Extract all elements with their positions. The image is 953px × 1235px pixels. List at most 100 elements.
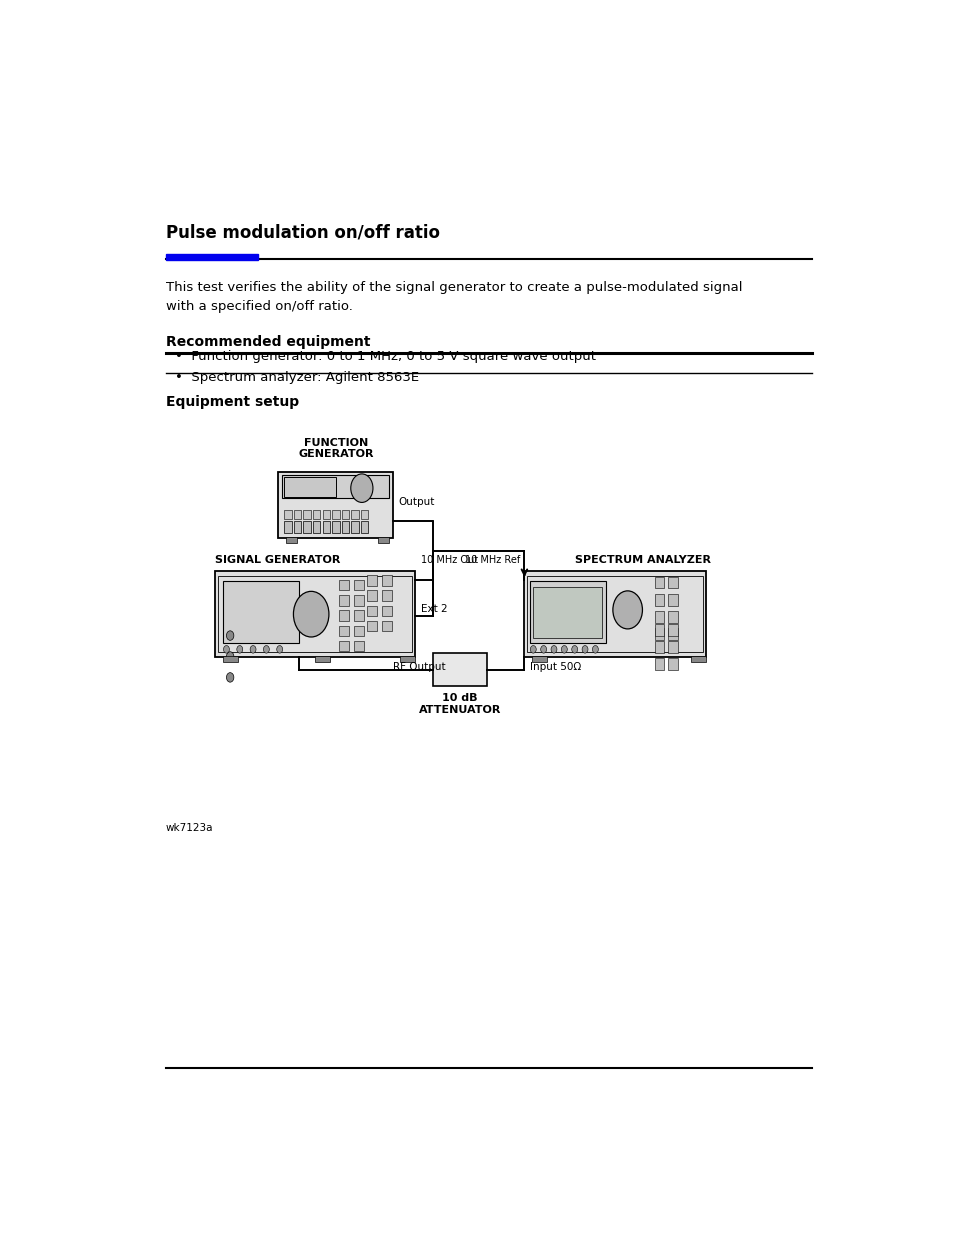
Bar xyxy=(218,576,412,652)
Bar xyxy=(322,521,330,532)
Bar xyxy=(354,595,364,605)
Text: wk7123a: wk7123a xyxy=(166,824,213,834)
Circle shape xyxy=(540,646,546,653)
Circle shape xyxy=(612,590,641,629)
Bar xyxy=(433,653,486,687)
Text: FUNCTION
GENERATOR: FUNCTION GENERATOR xyxy=(298,437,374,459)
Bar xyxy=(284,477,335,496)
Text: •  Function generator: 0 to 1 MHz, 0 to 5 V square wave output: • Function generator: 0 to 1 MHz, 0 to 5… xyxy=(174,350,595,363)
Bar xyxy=(313,521,320,532)
Circle shape xyxy=(226,631,233,640)
Bar xyxy=(531,656,546,662)
Bar xyxy=(381,590,392,601)
Text: Input 50Ω: Input 50Ω xyxy=(529,662,580,672)
Bar xyxy=(367,576,377,585)
Bar xyxy=(338,595,349,605)
Bar xyxy=(338,610,349,621)
Text: Equipment setup: Equipment setup xyxy=(166,395,298,410)
Bar xyxy=(294,510,301,520)
Bar xyxy=(303,521,311,532)
Bar xyxy=(654,641,663,652)
Text: RF Output: RF Output xyxy=(393,662,445,672)
Bar xyxy=(278,472,393,538)
Bar xyxy=(354,641,364,651)
Bar xyxy=(354,580,364,590)
Bar xyxy=(367,590,377,601)
Text: Recommended equipment: Recommended equipment xyxy=(166,335,370,348)
Text: Output: Output xyxy=(398,496,435,506)
Bar xyxy=(332,521,339,532)
Bar xyxy=(360,510,368,520)
Bar xyxy=(284,521,292,532)
Bar xyxy=(341,521,349,532)
Bar xyxy=(367,605,377,616)
Bar xyxy=(667,611,677,622)
Bar xyxy=(354,610,364,621)
Bar xyxy=(654,577,663,589)
Bar xyxy=(332,510,339,520)
Text: SPECTRUM ANALYZER: SPECTRUM ANALYZER xyxy=(575,555,711,564)
Bar xyxy=(341,510,349,520)
Bar xyxy=(338,580,349,590)
Circle shape xyxy=(592,646,598,653)
Text: 10 MHz Out: 10 MHz Out xyxy=(420,555,477,564)
Bar xyxy=(282,474,389,498)
Bar xyxy=(690,656,705,662)
Text: Ext 2: Ext 2 xyxy=(420,604,447,614)
Bar xyxy=(303,510,311,520)
Text: •  Spectrum analyzer: Agilent 8563E: • Spectrum analyzer: Agilent 8563E xyxy=(174,370,418,384)
Bar xyxy=(314,656,330,662)
Bar xyxy=(667,594,677,605)
Circle shape xyxy=(263,646,269,653)
Text: with a specified on/off ratio.: with a specified on/off ratio. xyxy=(166,300,353,314)
Bar xyxy=(530,582,606,642)
Bar xyxy=(322,510,330,520)
Circle shape xyxy=(294,592,329,637)
Circle shape xyxy=(571,646,578,653)
Bar xyxy=(222,656,237,662)
Bar xyxy=(527,576,701,652)
Bar xyxy=(294,521,301,532)
Bar xyxy=(667,577,677,589)
Bar xyxy=(654,594,663,605)
Circle shape xyxy=(560,646,567,653)
Bar xyxy=(667,641,677,652)
Bar xyxy=(222,582,298,642)
Text: SIGNAL GENERATOR: SIGNAL GENERATOR xyxy=(215,555,340,564)
Bar xyxy=(654,611,663,622)
Bar xyxy=(354,626,364,636)
Bar xyxy=(667,658,677,669)
Bar xyxy=(351,521,358,532)
Bar xyxy=(654,624,663,636)
Text: Pulse modulation on/off ratio: Pulse modulation on/off ratio xyxy=(166,224,439,241)
Circle shape xyxy=(250,646,255,653)
Bar xyxy=(166,253,258,261)
Circle shape xyxy=(581,646,587,653)
Bar xyxy=(367,621,377,631)
Bar xyxy=(381,621,392,631)
Bar xyxy=(654,629,663,640)
Bar xyxy=(381,576,392,585)
Bar xyxy=(215,572,415,657)
Circle shape xyxy=(351,474,373,503)
Bar xyxy=(285,537,296,543)
Bar xyxy=(284,510,292,520)
Bar xyxy=(351,510,358,520)
Bar xyxy=(654,658,663,669)
Text: This test verifies the ability of the signal generator to create a pulse-modulat: This test verifies the ability of the si… xyxy=(166,282,741,294)
Circle shape xyxy=(530,646,536,653)
Circle shape xyxy=(226,673,233,682)
Bar xyxy=(338,626,349,636)
Bar xyxy=(381,605,392,616)
Bar xyxy=(400,656,415,662)
Bar xyxy=(667,624,677,636)
Text: 10 MHz Ref: 10 MHz Ref xyxy=(464,555,519,564)
Circle shape xyxy=(551,646,557,653)
Bar xyxy=(360,521,368,532)
Bar xyxy=(524,572,705,657)
Bar xyxy=(313,510,320,520)
Bar xyxy=(338,641,349,651)
Circle shape xyxy=(226,652,233,661)
Circle shape xyxy=(276,646,282,653)
Bar xyxy=(377,537,389,543)
